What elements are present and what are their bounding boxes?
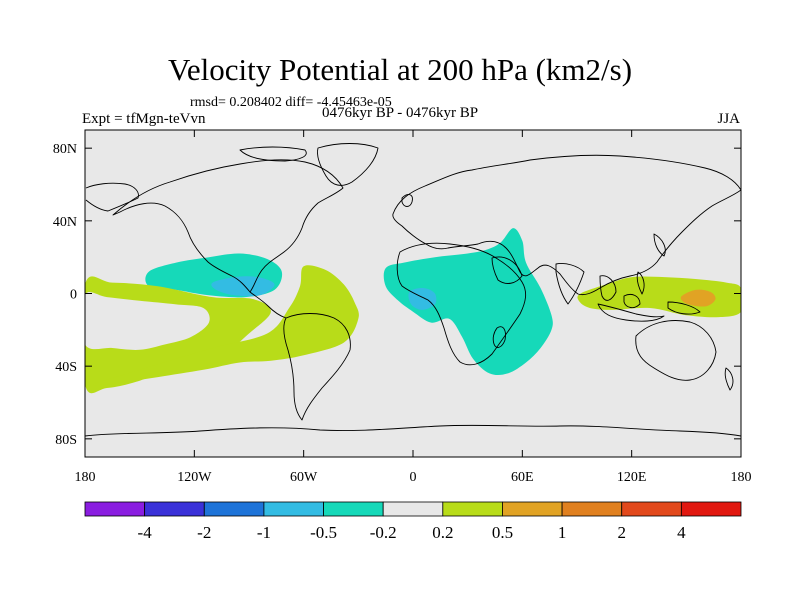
colorbar-label: 1 xyxy=(558,523,567,542)
colorbar-label: 0.5 xyxy=(492,523,513,542)
colorbar-label: -1 xyxy=(257,523,271,542)
colorbar: -4 -2 -1 -0.5 -0.2 0.2 0.5 1 2 4 xyxy=(84,501,742,542)
lat-tick-label: 80S xyxy=(55,433,77,448)
coastline-south-america xyxy=(283,313,351,421)
colorbar-swatch xyxy=(442,501,503,517)
coastline-antarctica xyxy=(85,424,741,437)
colorbar-swatch xyxy=(382,501,444,517)
coastline-arctic-islands xyxy=(239,146,307,162)
colorbar-swatch xyxy=(502,501,563,517)
lat-tick-label: 40N xyxy=(53,215,77,230)
africa-indian-negative-region xyxy=(383,228,553,376)
latitude-axis: 80N 40N 0 40S 80S xyxy=(53,142,741,448)
coastline-british-isles xyxy=(401,194,413,207)
experiment-label: Expt = tfMgn-teVvn xyxy=(82,111,206,127)
coastline-greenland xyxy=(317,143,379,186)
coastline-philippines xyxy=(636,271,645,295)
lat-tick-label: 80N xyxy=(53,142,77,157)
colorbar-swatch xyxy=(323,501,384,517)
lon-tick-label: 120W xyxy=(177,470,212,485)
colorbar-label: -0.2 xyxy=(370,523,397,542)
coastline-india xyxy=(555,263,585,305)
colorbar-label: -4 xyxy=(138,523,153,542)
coastline-new-guinea xyxy=(667,301,701,315)
colorbar-swatch xyxy=(84,501,146,517)
lon-tick-label: 180 xyxy=(731,470,752,485)
coastline-eurasia xyxy=(392,154,741,296)
coastline-japan xyxy=(653,233,666,257)
colorbar-swatch xyxy=(680,501,742,517)
lon-tick-label: 60E xyxy=(511,470,534,485)
coastline-alaska xyxy=(85,182,139,212)
west-pacific-positive-core xyxy=(680,289,716,307)
west-pacific-positive-region xyxy=(577,276,741,318)
colorbar-label: -0.5 xyxy=(310,523,337,542)
colorbar-swatch xyxy=(561,501,623,517)
coastline-indochina xyxy=(599,275,617,301)
lat-tick-label: 0 xyxy=(70,288,77,303)
plot-title: Velocity Potential at 200 hPa (km2/s) xyxy=(167,52,633,87)
south-pacific-gap xyxy=(85,292,210,350)
coastline-indonesia xyxy=(597,303,665,322)
contour-fill-layer xyxy=(85,228,741,394)
coastline-layer xyxy=(85,143,741,437)
colorbar-swatch xyxy=(263,501,324,517)
colorbar-swatch xyxy=(144,501,205,517)
longitude-axis: 180 120W 60W 0 60E 120E 180 xyxy=(75,130,752,485)
coastline-new-zealand xyxy=(724,367,734,391)
colorbar-label: 2 xyxy=(617,523,626,542)
coastline-arabia xyxy=(491,256,523,284)
colorbar-label: -2 xyxy=(197,523,211,542)
period-label: 0476kyr BP - 0476kyr BP xyxy=(322,105,479,121)
south-america-positive-region xyxy=(93,265,359,386)
central-america-negative-core xyxy=(211,276,275,297)
stats-subtitle: rmsd= 0.208402 diff= -4.45463e-05 xyxy=(190,95,392,110)
coastline-africa xyxy=(396,242,527,366)
coastline-australia xyxy=(635,320,717,381)
coastline-north-america xyxy=(112,159,344,293)
lon-tick-label: 180 xyxy=(75,470,96,485)
lon-tick-label: 0 xyxy=(410,470,417,485)
colorbar-swatch xyxy=(621,501,682,517)
lat-tick-label: 40S xyxy=(55,360,77,375)
colorbar-label: 4 xyxy=(677,523,686,542)
lon-tick-label: 60W xyxy=(290,470,318,485)
season-label: JJA xyxy=(717,111,740,127)
coastline-borneo xyxy=(623,293,641,309)
coastline-central-america xyxy=(249,291,287,319)
colorbar-swatch xyxy=(203,501,265,517)
coastline-madagascar xyxy=(492,326,506,348)
lon-tick-label: 120E xyxy=(617,470,647,485)
colorbar-label: 0.2 xyxy=(432,523,453,542)
